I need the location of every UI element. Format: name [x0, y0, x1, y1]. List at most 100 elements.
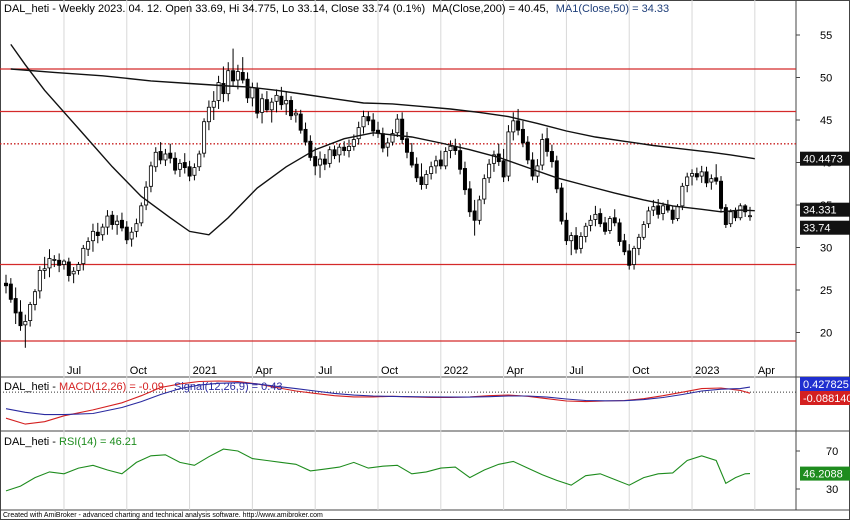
candle-body	[95, 231, 100, 236]
candle-body	[163, 153, 168, 161]
candle-body	[144, 186, 149, 206]
candle-body	[110, 214, 115, 225]
candle-body	[42, 268, 47, 271]
candle-body	[380, 133, 385, 149]
ma50-badge: 34.331	[800, 202, 850, 217]
candle-body	[690, 173, 695, 177]
candle-body	[656, 205, 661, 215]
macd-badge-text: -0.088140	[803, 393, 850, 405]
candle-body	[559, 187, 564, 222]
candle-body	[564, 219, 569, 242]
candle-body	[520, 128, 525, 144]
candle-body	[588, 219, 593, 226]
candle-body	[81, 247, 86, 265]
candle-body	[177, 162, 182, 170]
candle-body	[327, 149, 332, 164]
candle-body	[583, 225, 588, 237]
candle-body	[250, 87, 255, 99]
candle-body	[467, 188, 472, 213]
candlestick-series	[4, 48, 753, 348]
candle-body	[385, 142, 390, 148]
candle-body	[525, 141, 530, 161]
candle-body	[545, 138, 550, 152]
candle-body	[182, 162, 187, 168]
candle-body	[206, 106, 211, 123]
ma50-badge-text: 34.331	[803, 205, 837, 217]
candle-body	[231, 70, 236, 82]
candle-body	[651, 206, 656, 211]
candle-body	[100, 226, 105, 236]
candle-body	[303, 128, 308, 143]
candle-body	[197, 153, 202, 168]
candle-body	[617, 222, 622, 242]
rsi-badge: 46.2088	[800, 466, 850, 481]
rsi-badge-text: 46.2088	[803, 469, 843, 481]
x-tick-label: Apr	[507, 365, 524, 377]
candle-body	[685, 176, 690, 186]
candle-body	[487, 163, 492, 179]
candle-body	[284, 100, 289, 105]
candle-body	[501, 160, 506, 178]
ma50-label: MA1(Close,50) = 34.33	[556, 3, 669, 15]
candle-body	[598, 213, 603, 225]
ma200-label: MA(Close,200) = 40.45,	[432, 3, 548, 15]
candle-body	[269, 101, 274, 111]
candle-body	[298, 113, 303, 131]
candle-body	[661, 205, 666, 214]
rsi-label: RSI(14) = 46.21	[59, 436, 137, 448]
candle-body	[61, 260, 66, 265]
candle-body	[404, 138, 409, 153]
candle-body	[332, 149, 337, 157]
x-tick-label: Oct	[632, 365, 649, 377]
candle-body	[66, 261, 71, 276]
x-tick-label: Oct	[130, 365, 147, 377]
candle-body	[554, 160, 559, 190]
candle-body	[670, 209, 675, 220]
x-tick-label: Jul	[569, 365, 583, 377]
rsi-pane-title: DAL_heti - RSI(14) = 46.21	[4, 436, 137, 448]
candle-body	[646, 210, 651, 225]
candle-body	[433, 160, 438, 167]
price-title-prefix: DAL_heti - Weekly 2023. 04. 12. Open 33.…	[4, 3, 425, 15]
candle-body	[540, 139, 545, 166]
candle-body	[414, 163, 419, 179]
x-tick-label: Apr	[255, 365, 272, 377]
y-tick-label: 25	[820, 285, 832, 297]
candle-body	[593, 213, 598, 220]
candle-body	[158, 151, 163, 161]
candle-body	[255, 88, 260, 114]
y-axis-labels: 20253035404550553070	[796, 30, 838, 496]
y-tick-label: 20	[820, 328, 832, 340]
candle-body	[458, 150, 463, 170]
x-tick-label: 2023	[695, 365, 719, 377]
candle-body	[356, 127, 361, 140]
candle-body	[202, 121, 207, 154]
candle-body	[134, 223, 139, 232]
ma200-badge-text: 40.4473	[803, 154, 843, 166]
candle-body	[549, 151, 554, 163]
candle-body	[709, 178, 714, 183]
macd-title-prefix: DAL_heti -	[4, 381, 59, 393]
candle-body	[738, 205, 743, 219]
candle-body	[516, 120, 521, 131]
macd-pane	[0, 380, 796, 425]
candle-body	[216, 82, 221, 101]
candle-body	[477, 199, 482, 221]
candle-body	[23, 321, 28, 326]
ma200-badge: 40.4473	[800, 151, 850, 166]
value-badges: 40.4473 34.331 33.74 0.427825 -0.088140 46.20…	[800, 151, 850, 481]
candle-body	[627, 250, 632, 266]
x-tick-label: Apr	[758, 365, 775, 377]
candle-body	[622, 240, 627, 253]
candle-body	[153, 151, 158, 168]
candle-body	[4, 282, 9, 287]
x-tick-label: Jul	[67, 365, 81, 377]
candle-body	[704, 171, 709, 184]
candle-body	[105, 215, 110, 228]
rsi-badge-bg	[800, 466, 850, 481]
candle-body	[37, 270, 42, 292]
candle-body	[313, 156, 318, 167]
macd-badge-bg	[800, 391, 850, 405]
candle-body	[264, 99, 269, 111]
candle-body	[139, 205, 144, 224]
